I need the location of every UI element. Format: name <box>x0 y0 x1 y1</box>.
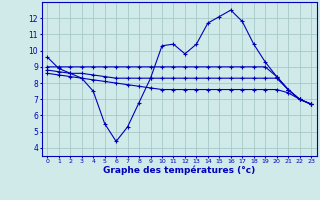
X-axis label: Graphe des températures (°c): Graphe des températures (°c) <box>103 166 255 175</box>
